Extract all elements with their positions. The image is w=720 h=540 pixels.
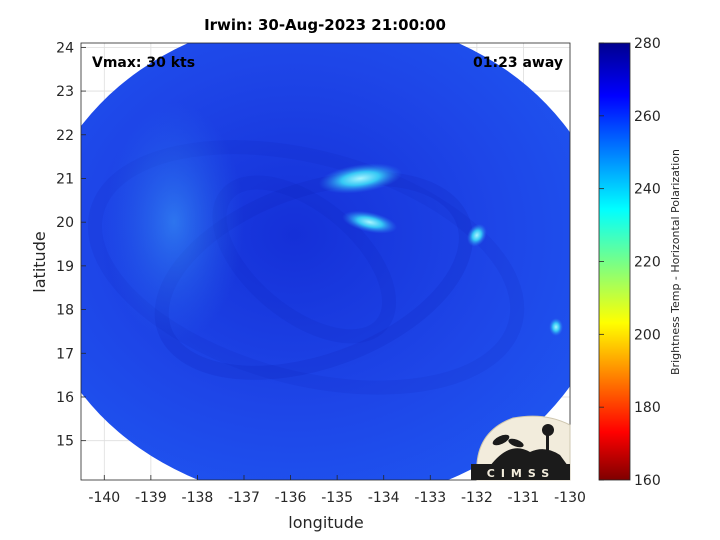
y-tick-label: 15 (56, 434, 74, 450)
x-tick-label: -132 (461, 490, 493, 506)
y-tick-label: 22 (56, 128, 74, 144)
y-tick-label: 21 (56, 171, 74, 187)
plot-frame (80, 42, 571, 481)
swath-image (81, 43, 570, 480)
logo-banner (471, 464, 570, 480)
x-tick-label: -133 (414, 490, 446, 506)
x-axis: -140 -139 -138 -137 -136 -135 -134 -133 -132 -131… (88, 475, 586, 506)
colorbar (598, 42, 631, 481)
logo-tower-top (542, 424, 554, 436)
x-tick-label: -139 (135, 490, 167, 506)
x-tick-label: -138 (182, 490, 214, 506)
colorbar-tick-label: 160 (634, 473, 661, 489)
x-tick-label: -140 (88, 490, 120, 506)
x-tick-label: -130 (554, 490, 586, 506)
x-tick-label: -135 (321, 490, 353, 506)
x-tick-label: -131 (508, 490, 540, 506)
swath-detail (87, 102, 564, 395)
y-tick-label: 19 (56, 259, 74, 275)
cold-cloud-spot-east (467, 223, 487, 247)
cold-cloud-band-center (342, 210, 398, 234)
x-axis-label: longitude (288, 513, 363, 532)
colorbar-label: Brightness Temp - Horizontal Polarizatio… (669, 149, 682, 375)
y-axis: 15 16 17 18 19 20 21 22 23 24 (56, 40, 86, 450)
colorbar-tick-label: 240 (634, 182, 661, 198)
cold-cloud-band-north (318, 163, 403, 194)
x-tick-label: -137 (228, 490, 260, 506)
colorbar-tick-label: 280 (634, 36, 661, 52)
colorbar-tick-label: 180 (634, 400, 661, 416)
cimss-logo: CIMSS (471, 415, 571, 481)
y-tick-label: 20 (56, 215, 74, 231)
y-tick-label: 18 (56, 303, 74, 319)
colorbar-tick-label: 200 (634, 327, 661, 343)
colorbar-ticks: 160 180 200 220 240 260 280 (599, 36, 661, 489)
chart-title: Irwin: 30-Aug-2023 21:00:00 (204, 16, 446, 34)
vmax-annotation: Vmax: 30 kts (92, 55, 195, 71)
x-tick-label: -136 (275, 490, 307, 506)
logo-tower (546, 432, 549, 462)
colorbar-tick-label: 220 (634, 255, 661, 271)
y-tick-label: 24 (56, 40, 74, 56)
y-tick-label: 16 (56, 390, 74, 406)
light-region-west (104, 102, 245, 343)
logo-dish-left (492, 434, 510, 446)
x-tick-label: -134 (368, 490, 400, 506)
logo-text: CIMSS (487, 467, 555, 480)
colorbar-tick-label: 260 (634, 109, 661, 125)
cold-spot-swath-edge (549, 318, 564, 337)
time-offset-annotation: 01:23 away (473, 55, 563, 71)
y-axis-label: latitude (30, 231, 49, 292)
y-tick-label: 23 (56, 84, 74, 100)
logo-dish-right (508, 438, 524, 448)
spiral-band (87, 140, 525, 395)
y-tick-label: 17 (56, 346, 74, 362)
